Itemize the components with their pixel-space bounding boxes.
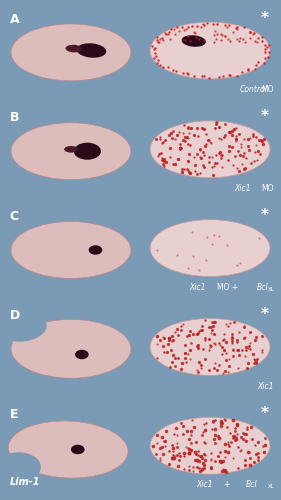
- Text: Bcl: Bcl: [246, 480, 257, 490]
- Text: C: C: [10, 210, 19, 223]
- Ellipse shape: [76, 44, 106, 58]
- Ellipse shape: [65, 45, 82, 52]
- Text: Xic1: Xic1: [258, 382, 274, 390]
- Ellipse shape: [71, 445, 85, 454]
- Ellipse shape: [150, 220, 270, 276]
- Text: MO: MO: [262, 184, 274, 193]
- Text: *: *: [261, 406, 269, 421]
- Ellipse shape: [0, 314, 47, 342]
- Text: D: D: [10, 309, 20, 322]
- Text: *: *: [261, 110, 269, 124]
- Ellipse shape: [89, 246, 102, 254]
- Ellipse shape: [11, 24, 131, 81]
- Text: Xic1: Xic1: [235, 184, 251, 193]
- Ellipse shape: [11, 123, 131, 180]
- Ellipse shape: [150, 121, 270, 178]
- Ellipse shape: [150, 318, 270, 376]
- Text: MO: MO: [262, 85, 274, 94]
- Text: Xic1: Xic1: [196, 480, 213, 490]
- Ellipse shape: [182, 35, 206, 47]
- Text: *: *: [261, 208, 269, 224]
- Text: Control: Control: [240, 85, 268, 94]
- Text: B: B: [10, 112, 19, 124]
- Ellipse shape: [150, 418, 270, 474]
- Ellipse shape: [75, 350, 89, 359]
- Text: Bcl: Bcl: [256, 282, 268, 292]
- Text: XL: XL: [267, 286, 274, 292]
- Ellipse shape: [8, 421, 128, 478]
- Text: *: *: [261, 307, 269, 322]
- Ellipse shape: [150, 22, 270, 79]
- Ellipse shape: [0, 452, 41, 481]
- Ellipse shape: [64, 146, 78, 152]
- Text: Xic1: Xic1: [190, 282, 206, 292]
- Text: E: E: [10, 408, 18, 421]
- Text: +: +: [224, 480, 230, 490]
- Text: Lim-1: Lim-1: [10, 478, 40, 488]
- Ellipse shape: [11, 222, 131, 278]
- Text: A: A: [10, 12, 19, 26]
- Text: XL: XL: [267, 484, 274, 490]
- Text: *: *: [261, 10, 269, 26]
- Ellipse shape: [74, 142, 101, 160]
- Ellipse shape: [11, 320, 131, 378]
- Text: MO +: MO +: [217, 282, 238, 292]
